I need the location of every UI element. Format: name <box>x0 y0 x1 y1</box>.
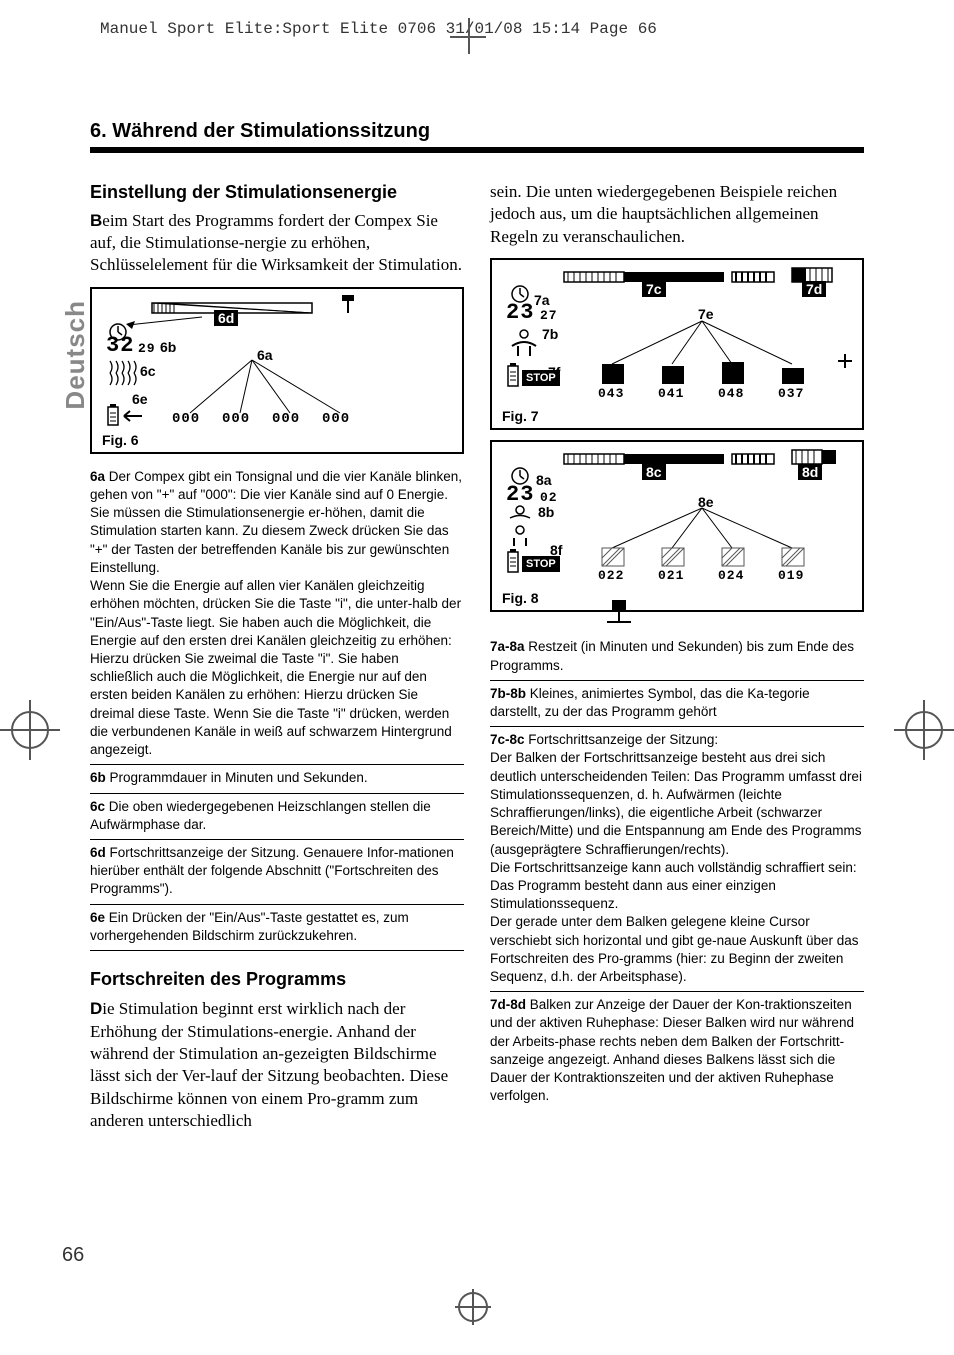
fig7-caption: Fig. 7 <box>502 408 852 424</box>
text-6e: Ein Drücken der "Ein/Aus"-Taste gestatte… <box>90 910 409 943</box>
fig6-time: 32 <box>106 333 134 358</box>
fig7-stop: STOP <box>522 370 560 386</box>
tag-7d8d: 7d-8d <box>490 997 526 1012</box>
text-7a8a: Restzeit (in Minuten und Sekunden) bis z… <box>490 639 854 672</box>
fig8-ch4: 019 <box>778 568 804 583</box>
text-6a: Der Compex gibt ein Tonsignal und die vi… <box>90 469 462 757</box>
fig7-label-7e: 7e <box>698 306 714 322</box>
fig6-label-6d: 6d <box>214 310 238 326</box>
crop-mark-top <box>455 36 483 64</box>
tag-6a: 6a <box>90 469 105 484</box>
fig7-ch3: 048 <box>718 386 744 401</box>
fig6-label-6c: 6c <box>140 363 156 379</box>
lead-continuation: sein. Die unten wiedergegebenen Beispiel… <box>490 181 864 248</box>
dropcap-b: B <box>90 211 102 230</box>
left-column: Einstellung der Stimulationsenergie Beim… <box>90 181 464 1137</box>
fig6-ch1: 000 <box>172 411 200 427</box>
fig7-label-7d: 7d <box>802 281 826 297</box>
fig8-label-8c: 8c <box>642 464 666 480</box>
two-column-layout: Einstellung der Stimulationsenergie Beim… <box>90 181 864 1137</box>
fig8-ch2: 021 <box>658 568 684 583</box>
tag-7b8b: 7b-8b <box>490 686 526 701</box>
tag-6c: 6c <box>90 799 105 814</box>
note-7c8c: 7c-8c Fortschrittsanzeige der Sitzung: D… <box>490 727 864 992</box>
fig7-label-7c: 7c <box>642 281 666 297</box>
fig8-label-8e: 8e <box>698 494 714 510</box>
text-7c8c: Fortschrittsanzeige der Sitzung: Der Bal… <box>490 732 862 984</box>
text-7b8b: Kleines, animiertes Symbol, das die Ka-t… <box>490 686 810 719</box>
language-tab: Deutsch <box>60 300 91 410</box>
tag-6b: 6b <box>90 770 106 785</box>
fig6-label-6a: 6a <box>257 347 273 363</box>
lead-paragraph-2: Die Stimulation beginnt erst wirklich na… <box>90 998 464 1133</box>
lead-paragraph-1: Beim Start des Programms fordert der Com… <box>90 210 464 277</box>
note-6d: 6d Fortschrittsanzeige der Sitzung. Gena… <box>90 840 464 905</box>
text-6b: Programmdauer in Minuten und Sekunden. <box>106 770 368 785</box>
fig8-label-8d: 8d <box>798 464 822 480</box>
fig8-ch1: 022 <box>598 568 624 583</box>
fig7-time: 23 <box>506 300 534 325</box>
fig8-stop: STOP <box>522 556 560 572</box>
figure-8: 8a 23 02 8c 8d 8e 8b 8f STOP 022 021 024… <box>490 440 864 612</box>
subheading-progress: Fortschreiten des Programms <box>90 969 464 990</box>
crop-mark-right <box>894 700 954 760</box>
fig8-time-sm: 02 <box>540 490 558 505</box>
note-7d8d: 7d-8d Balken zur Anzeige der Dauer der K… <box>490 992 864 1110</box>
fig6-label-6e: 6e <box>132 391 148 407</box>
fig8-ch3: 024 <box>718 568 744 583</box>
fig8-caption: Fig. 8 <box>502 590 852 606</box>
fig7-ch2: 041 <box>658 386 684 401</box>
fig7-ch4: 037 <box>778 386 804 401</box>
dropcap-d: D <box>90 999 102 1018</box>
page-content: 6. Während der Stimulationssitzung Einst… <box>90 120 864 1137</box>
fig6-label-6b: 6b <box>160 339 176 355</box>
section-title: 6. Während der Stimulationssitzung <box>90 120 864 153</box>
fig6-caption: Fig. 6 <box>102 432 452 448</box>
fig8-time: 23 <box>506 482 534 507</box>
lead-text-2: ie Stimulation beginnt erst wirklich nac… <box>90 999 448 1130</box>
fig6-time-small: 29 <box>138 341 156 356</box>
tag-7a8a: 7a-8a <box>490 639 525 654</box>
note-7b8b: 7b-8b Kleines, animiertes Symbol, das di… <box>490 681 864 727</box>
note-7a8a: 7a-8a Restzeit (in Minuten und Sekunden)… <box>490 634 864 680</box>
fig6-ch4: 000 <box>322 411 350 427</box>
fig6-ch3: 000 <box>272 411 300 427</box>
crop-mark-bottom <box>455 1289 491 1325</box>
right-column: sein. Die unten wiedergegebenen Beispiel… <box>490 181 864 1137</box>
fig6-ch2: 000 <box>222 411 250 427</box>
fig7-ch1: 043 <box>598 386 624 401</box>
tag-6e: 6e <box>90 910 105 925</box>
page-number: 66 <box>62 1244 84 1267</box>
tag-7c8c: 7c-8c <box>490 732 525 747</box>
fig8-label-8a: 8a <box>536 472 552 488</box>
tag-6d: 6d <box>90 845 106 860</box>
fig8-label-8b: 8b <box>538 504 554 520</box>
note-6a: 6a Der Compex gibt ein Tonsignal und die… <box>90 464 464 766</box>
lead-text-1: eim Start des Programms fordert der Comp… <box>90 211 462 275</box>
note-6b: 6b Programmdauer in Minuten und Sekunden… <box>90 765 464 793</box>
subheading-energy: Einstellung der Stimulationsenergie <box>90 181 464 204</box>
fig7-label-7b: 7b <box>542 326 558 342</box>
crop-mark-left <box>0 700 60 760</box>
fig7-time-sm: 27 <box>540 308 558 323</box>
print-header: Manuel Sport Elite:Sport Elite 0706 31/0… <box>100 20 657 38</box>
figure-7: 7a 23 27 7c 7d 7e 7b 7f STOP 043 041 048… <box>490 258 864 430</box>
fig7-label-7a: 7a <box>534 292 550 308</box>
figure-6: 6d 32 29 6b 6a 6c 6e 000 000 000 000 Fig… <box>90 287 464 454</box>
note-6c: 6c Die oben wiedergegebenen Heizschlange… <box>90 794 464 840</box>
note-6e: 6e Ein Drücken der "Ein/Aus"-Taste gesta… <box>90 905 464 951</box>
text-7d8d: Balken zur Anzeige der Dauer der Kon-tra… <box>490 997 854 1103</box>
text-6c: Die oben wiedergegebenen Heizschlangen s… <box>90 799 431 832</box>
text-6d: Fortschrittsanzeige der Sitzung. Genauer… <box>90 845 454 896</box>
fig8-cursor-icon <box>602 596 642 626</box>
